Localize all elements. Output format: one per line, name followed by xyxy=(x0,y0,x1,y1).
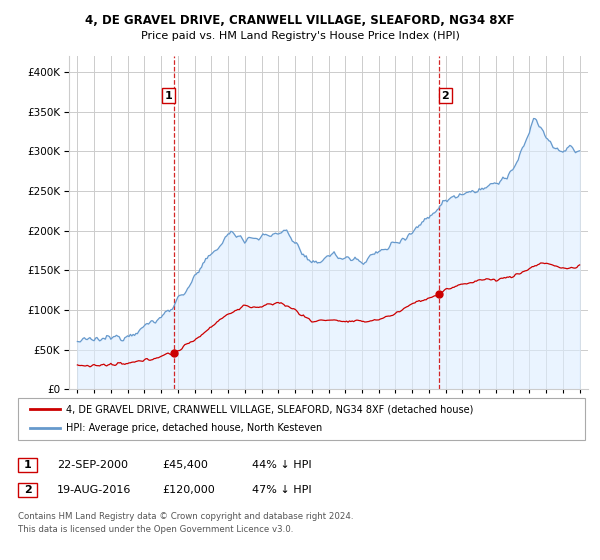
Text: 4, DE GRAVEL DRIVE, CRANWELL VILLAGE, SLEAFORD, NG34 8XF (detached house): 4, DE GRAVEL DRIVE, CRANWELL VILLAGE, SL… xyxy=(66,404,473,414)
Text: £45,400: £45,400 xyxy=(162,460,208,470)
Text: 4, DE GRAVEL DRIVE, CRANWELL VILLAGE, SLEAFORD, NG34 8XF: 4, DE GRAVEL DRIVE, CRANWELL VILLAGE, SL… xyxy=(85,14,515,27)
Text: HPI: Average price, detached house, North Kesteven: HPI: Average price, detached house, Nort… xyxy=(66,423,322,433)
Text: 19-AUG-2016: 19-AUG-2016 xyxy=(57,485,131,495)
Text: 2: 2 xyxy=(24,485,31,495)
Text: Price paid vs. HM Land Registry's House Price Index (HPI): Price paid vs. HM Land Registry's House … xyxy=(140,31,460,41)
Text: 22-SEP-2000: 22-SEP-2000 xyxy=(57,460,128,470)
Text: 47% ↓ HPI: 47% ↓ HPI xyxy=(252,485,311,495)
Text: 1: 1 xyxy=(24,460,31,470)
Text: 44% ↓ HPI: 44% ↓ HPI xyxy=(252,460,311,470)
Text: 1: 1 xyxy=(165,91,172,101)
Text: 2: 2 xyxy=(442,91,449,101)
Text: Contains HM Land Registry data © Crown copyright and database right 2024.
This d: Contains HM Land Registry data © Crown c… xyxy=(18,512,353,534)
Text: £120,000: £120,000 xyxy=(162,485,215,495)
